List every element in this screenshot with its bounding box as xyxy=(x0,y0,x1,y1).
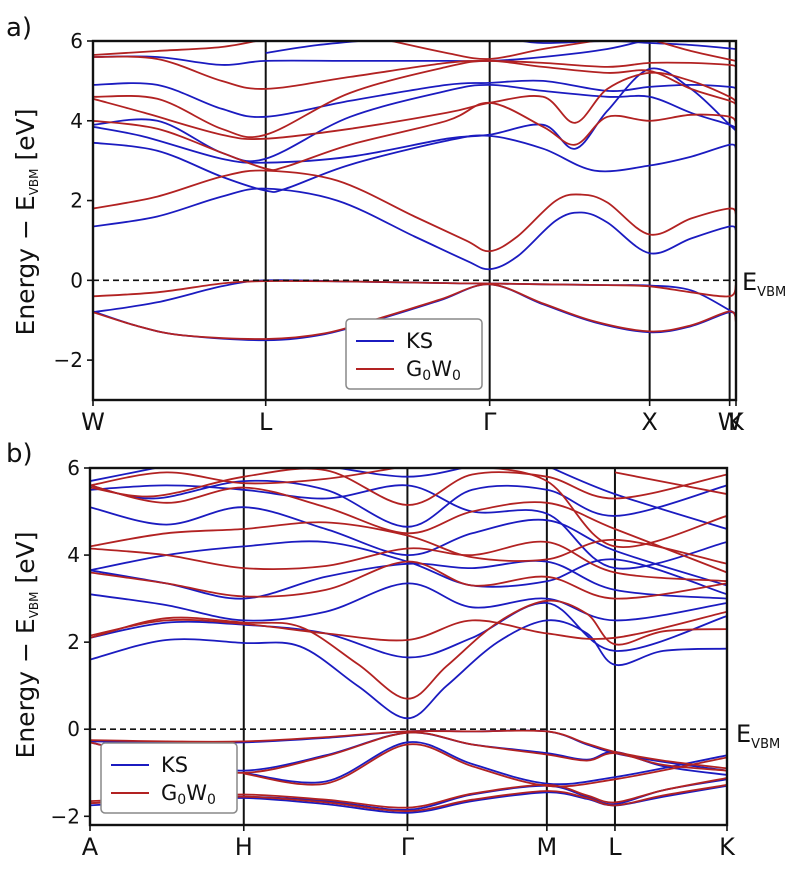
panel-b-ytick-label: −2 xyxy=(51,804,80,828)
legend-box xyxy=(100,742,238,814)
ks-band-line xyxy=(93,41,646,66)
panel-b-kpoint-label: Γ xyxy=(401,833,415,861)
gw-band-line xyxy=(243,743,727,788)
ks-band-line xyxy=(93,187,736,271)
gw-band-line xyxy=(90,560,727,600)
panel-a-kpoint-label: X xyxy=(641,408,657,436)
gw-band-line xyxy=(90,540,727,583)
ks-band-line xyxy=(90,506,727,587)
panel-a-ytick-label: 6 xyxy=(70,29,83,53)
panel-b-y-axis-label: Energy − EVBM [eV] xyxy=(11,532,41,759)
panel-a-kpoint-label: W xyxy=(718,408,742,436)
panel-b-kpoint-label: L xyxy=(608,833,622,861)
panel-b-legend: KS G0W0 xyxy=(100,742,238,814)
panel-a-label: a) xyxy=(6,13,32,43)
panel-a-ytick-label: 0 xyxy=(70,268,83,292)
ks-band-line xyxy=(90,479,727,528)
legend-box xyxy=(345,318,483,390)
panel-b-kpoint-label: A xyxy=(82,833,99,861)
gw-band-line xyxy=(653,41,736,62)
panel-a-y-axis-label: Energy − EVBM [eV] xyxy=(11,109,41,336)
panel-b-ylabel-main: Energy − E xyxy=(11,618,40,758)
ks-band-line xyxy=(93,79,736,118)
ks-band-line xyxy=(93,134,736,193)
gw-band-line xyxy=(482,468,727,549)
panel-b-ylabel-sub: VBM xyxy=(27,591,41,618)
panel-a-axes-frame xyxy=(91,39,738,402)
panel-b-kpoint-label: M xyxy=(536,833,557,861)
legend-ks-label: KS xyxy=(406,329,433,353)
legend-gw-label: G0W0 xyxy=(406,357,461,384)
panel-a-ytick-label: −2 xyxy=(54,348,83,372)
gw-band-line xyxy=(90,468,400,487)
ks-band-line xyxy=(90,582,727,622)
panel-a-ytick-label: 2 xyxy=(70,189,83,213)
panel-b-evbm-label: EVBM xyxy=(736,720,780,752)
panel-a-ylabel-sub: VBM xyxy=(27,168,41,195)
legend-ks-label: KS xyxy=(161,753,188,777)
gw-band-line xyxy=(93,283,736,340)
panel-b-ytick-label: 4 xyxy=(67,543,80,567)
ks-band-line xyxy=(90,619,727,720)
panel-b-ytick-label: 0 xyxy=(67,717,80,741)
panel-a-kpoint-label: K xyxy=(728,408,745,436)
panel-b-evbm-sub: VBM xyxy=(751,737,780,752)
gw-band-line xyxy=(90,729,727,770)
panel-b-kpoint-label: K xyxy=(719,833,736,861)
panel-a-bands xyxy=(93,41,736,342)
panel-b-ytick-label: 6 xyxy=(67,456,80,480)
gw-band-line xyxy=(93,41,261,56)
panel-a-evbm-sub: VBM xyxy=(757,285,786,300)
panel-b-ylabel-unit: [eV] xyxy=(11,532,40,592)
panel-a-kpoint-label: W xyxy=(81,408,105,436)
legend-gw-label: G0W0 xyxy=(161,781,216,808)
panel-b-evbm-main: E xyxy=(736,720,751,748)
panel-b-label: b) xyxy=(6,439,33,469)
ks-band-line xyxy=(90,602,727,659)
ks-band-line xyxy=(243,741,727,786)
gw-band-line xyxy=(93,71,736,141)
ks-band-line xyxy=(90,559,727,600)
panel-a-ytick-label: 4 xyxy=(70,109,83,133)
gw-band-line xyxy=(93,55,736,90)
panel-a-evbm-main: E xyxy=(742,268,757,296)
ks-band-line xyxy=(90,484,727,570)
panel-b-ytick-label: 2 xyxy=(67,630,80,654)
gw-band-line xyxy=(90,468,727,506)
gw-band-line xyxy=(90,599,727,700)
ks-band-line xyxy=(93,67,736,164)
panel-a-legend: KS G0W0 xyxy=(345,318,483,390)
panel-a-ylabel-main: Energy − E xyxy=(11,195,40,335)
panel-b-axes-frame xyxy=(88,466,729,827)
gw-band-line xyxy=(90,484,727,574)
gw-band-line xyxy=(387,41,601,60)
panel-a-kpoint-label: L xyxy=(259,408,273,436)
panel-a-ylabel-unit: [eV] xyxy=(11,109,40,169)
ks-band-line xyxy=(90,468,161,482)
ks-band-line xyxy=(265,41,370,54)
gw-band-line xyxy=(90,610,727,642)
panel-b-kpoint-label: H xyxy=(235,833,253,861)
panel-a-evbm-label: EVBM xyxy=(742,268,786,300)
panel-a-kpoint-label: Γ xyxy=(483,408,497,436)
ks-band-line xyxy=(549,468,727,530)
gw-band-line xyxy=(93,169,736,253)
gw-band-line xyxy=(614,471,727,495)
gw-band-line xyxy=(93,280,736,298)
